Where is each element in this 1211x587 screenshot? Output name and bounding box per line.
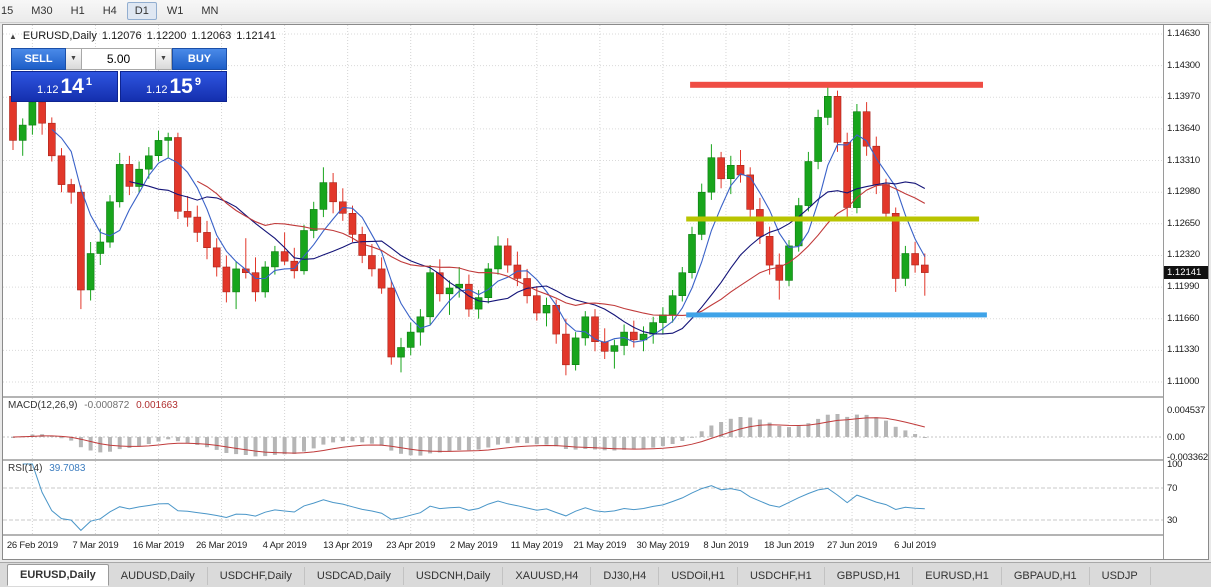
- rsi-panel[interactable]: RSI(14) 39.7083: [3, 461, 1163, 534]
- price-axis-label: 1.13640: [1167, 122, 1200, 134]
- date-axis-label: 30 May 2019: [636, 540, 690, 551]
- sell-button[interactable]: SELL: [11, 48, 66, 70]
- panel-divider[interactable]: [3, 396, 1208, 398]
- timeframe-button-m30[interactable]: M30: [31, 5, 53, 17]
- date-axis-label: 2 May 2019: [449, 540, 498, 551]
- sell-price-pips: 14: [60, 75, 84, 98]
- macd-value-signal: 0.001663: [136, 400, 178, 411]
- tab-usdchf-h1[interactable]: USDCHF,H1: [738, 567, 825, 585]
- buy-price-prefix: 1.12: [146, 84, 168, 96]
- ohlc-close: 1.12141: [236, 30, 276, 42]
- timeframe-button-w1[interactable]: W1: [166, 5, 184, 17]
- collapse-panel-icon[interactable]: ▲: [9, 31, 17, 41]
- ohlc-open: 1.12076: [101, 30, 142, 42]
- date-axis-label: 6 Jul 2019: [894, 540, 937, 551]
- panel-divider[interactable]: [3, 534, 1208, 536]
- date-axis-label: 26 Feb 2019: [6, 540, 58, 551]
- price-axis-label: 1.11990: [1167, 281, 1200, 293]
- buy-button[interactable]: BUY: [172, 48, 227, 70]
- timeframe-toolbar: 15 M30 H1 H4 D1 W1 MN: [0, 0, 1211, 23]
- price-axis[interactable]: 1.12141 1.14630 1.14300 1.13970 1.13640 1.13…: [1163, 25, 1208, 559]
- ohlc-high: 1.12200: [146, 30, 187, 42]
- tab-eurusd-h1[interactable]: EURUSD,H1: [913, 567, 1002, 585]
- tab-usdjp[interactable]: USDJP: [1090, 567, 1151, 585]
- tab-usdcad-daily[interactable]: USDCAD,Daily: [305, 567, 404, 585]
- tab-xauusd-h4[interactable]: XAUUSD,H4: [503, 567, 592, 585]
- price-axis-label: 1.11330: [1167, 344, 1200, 356]
- timeframe-button-15[interactable]: 15: [1, 5, 14, 17]
- price-axis-label: 1.12320: [1167, 249, 1200, 261]
- date-axis-label: 4 Apr 2019: [262, 540, 307, 551]
- tab-audusd-daily[interactable]: AUDUSD,Daily: [109, 567, 208, 585]
- tab-eurusd-daily[interactable]: EURUSD,Daily: [7, 564, 109, 586]
- macd-value-main: -0.000872: [84, 400, 130, 411]
- date-axis-label: 16 Mar 2019: [132, 540, 185, 551]
- date-axis-label: 13 Apr 2019: [323, 540, 373, 551]
- macd-name: MACD(12,26,9): [8, 400, 78, 411]
- tab-usdoil-h1[interactable]: USDOil,H1: [659, 567, 738, 585]
- current-price-tag: 1.12141: [1164, 266, 1208, 280]
- ohlc-low: 1.12063: [191, 30, 232, 42]
- date-axis-label: 7 Mar 2019: [72, 540, 119, 551]
- timeframe-button-h4[interactable]: H4: [102, 5, 117, 17]
- rsi-axis-label: 70: [1167, 483, 1178, 494]
- rsi-chart: [3, 461, 1163, 534]
- chart-header: ▲ EURUSD,Daily 1.12076 1.12200 1.12063 1…: [9, 30, 276, 42]
- price-axis-label: 1.14300: [1167, 59, 1200, 71]
- main-chart-panel[interactable]: ▲ EURUSD,Daily 1.12076 1.12200 1.12063 1…: [3, 25, 1163, 396]
- date-axis-label: 18 Jun 2019: [763, 540, 815, 551]
- rsi-label: RSI(14) 39.7083: [8, 463, 85, 474]
- price-axis-label: 1.11660: [1167, 312, 1200, 324]
- chart-tab-bar: EURUSD,Daily AUDUSD,Daily USDCHF,Daily USDC…: [0, 562, 1211, 587]
- macd-axis-label: 0.00: [1167, 431, 1185, 443]
- price-axis-label: 1.11000: [1167, 376, 1200, 387]
- tab-gbpaud-h1[interactable]: GBPAUD,H1: [1002, 567, 1090, 585]
- tab-usdcnh-daily[interactable]: USDCNH,Daily: [404, 567, 504, 585]
- buy-price-point: 9: [194, 75, 201, 88]
- price-axis-label: 1.13970: [1167, 91, 1200, 103]
- buy-price-pips: 15: [169, 75, 193, 98]
- price-axis-label: 1.13310: [1167, 154, 1200, 166]
- macd-axis-label: -0.003362: [1167, 452, 1208, 463]
- date-axis-label: 26 Mar 2019: [195, 540, 248, 551]
- volume-dropdown-left-icon[interactable]: ▼: [66, 48, 82, 70]
- sell-price-prefix: 1.12: [37, 84, 59, 96]
- timeframe-button-mn[interactable]: MN: [201, 5, 219, 17]
- volume-dropdown-right-icon[interactable]: ▼: [156, 48, 172, 70]
- rsi-axis-label: 30: [1167, 515, 1178, 526]
- volume-input[interactable]: [82, 48, 156, 70]
- tab-dj30-h4[interactable]: DJ30,H4: [591, 567, 660, 585]
- date-axis-label: 11 May 2019: [510, 540, 563, 551]
- macd-axis-label: 0.004537: [1167, 405, 1206, 416]
- date-axis-label: 27 Jun 2019: [826, 540, 878, 551]
- panel-divider[interactable]: [3, 459, 1208, 461]
- sell-price-button[interactable]: 1.12 14 1: [11, 71, 118, 102]
- timeframe-button-h1[interactable]: H1: [70, 5, 85, 17]
- macd-chart: [3, 398, 1163, 459]
- date-axis-label: 21 May 2019: [573, 540, 627, 551]
- macd-label: MACD(12,26,9) -0.000872 0.001663: [8, 400, 178, 411]
- chart-symbol: EURUSD,Daily: [22, 30, 97, 42]
- price-axis-label: 1.12650: [1167, 217, 1200, 229]
- candlestick-chart[interactable]: [3, 25, 1163, 396]
- tab-gbpusd-h1[interactable]: GBPUSD,H1: [825, 567, 914, 585]
- date-axis-label: 8 Jun 2019: [703, 540, 749, 551]
- tab-usdchf-daily[interactable]: USDCHF,Daily: [208, 567, 305, 585]
- rsi-axis-label: 100: [1167, 459, 1183, 470]
- chart-window: ▲ EURUSD,Daily 1.12076 1.12200 1.12063 1…: [2, 24, 1209, 560]
- macd-panel[interactable]: MACD(12,26,9) -0.000872 0.001663: [3, 398, 1163, 459]
- time-axis[interactable]: 26 Feb 2019 7 Mar 2019 16 Mar 2019 26 Mar 2…: [3, 536, 1163, 557]
- sell-price-point: 1: [85, 75, 92, 88]
- date-axis-label: 23 Apr 2019: [386, 540, 436, 551]
- price-axis-label: 1.14630: [1167, 28, 1200, 39]
- rsi-name: RSI(14): [8, 463, 43, 474]
- rsi-value: 39.7083: [49, 463, 86, 474]
- timeframe-button-d1[interactable]: D1: [126, 2, 157, 20]
- buy-price-button[interactable]: 1.12 15 9: [120, 71, 227, 102]
- one-click-trade-panel: SELL ▼ ▼ BUY 1.12 14 1 1.12 15 9: [11, 48, 227, 102]
- price-axis-label: 1.12980: [1167, 186, 1200, 198]
